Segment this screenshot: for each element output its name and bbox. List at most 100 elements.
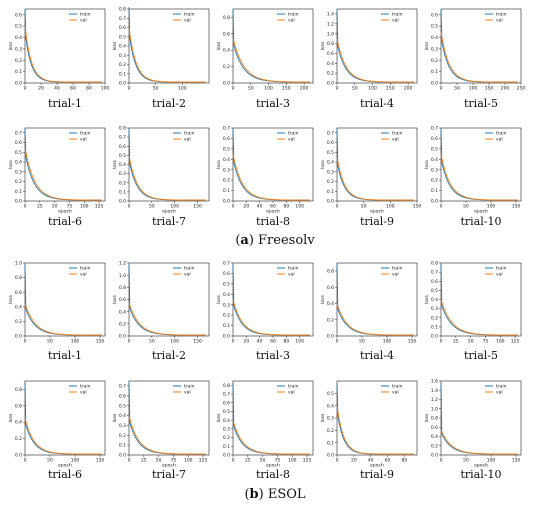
x-tick-label: 100 [184,458,193,464]
y-tick-label: 0.7 [431,270,438,276]
x-tick-label: 0 [128,204,131,210]
plot-frame [24,8,106,84]
x-tick-label: 50 [463,458,469,464]
legend-label-train: train [392,131,403,137]
y-tick-label: 0.1 [223,323,230,329]
x-tick-label: 100 [170,339,179,345]
x-tick-label: 80 [86,86,92,92]
plot-frame [128,380,210,456]
plot-frame [24,127,106,202]
x-axis-label: epoch [474,209,488,215]
x-tick-label: 80 [283,204,289,210]
caption-esol-text: ESOL [264,487,306,502]
y-tick-label: 0.7 [119,16,126,22]
x-tick-label: 0 [24,204,27,210]
legend-label-val: val [80,18,87,24]
subplot-freesolv-trial-5: 0.0 0.1 0.2 0.3 0.4 0.5 0.6 0 50 100 150 200 250 loss… [424,8,525,110]
y-tick-label: 1.4 [327,12,334,18]
x-tick-label: 0 [24,458,27,464]
y-tick-label: 0.0 [119,334,126,340]
x-tick-label: 75 [171,458,177,464]
y-axis-label: loss [112,295,118,304]
subplot-title: trial-7 [152,468,186,481]
train-loss-line [440,262,518,336]
y-tick-label: 0.4 [431,297,438,303]
y-axis-label: loss [8,295,14,304]
y-tick-label: 0.3 [223,302,230,308]
x-tick-label: 150 [386,86,395,92]
y-tick-label: 0.2 [119,62,126,68]
x-tick-label: 100 [170,204,179,210]
legend-label-val: val [80,137,87,143]
y-tick-label: 0.3 [119,171,126,177]
subplot-title: trial-2 [152,349,186,362]
y-tick-label: 0.3 [431,167,438,173]
y-tick-label: 1.0 [327,31,334,37]
y-tick-label: 0.4 [327,160,334,166]
y-tick-label: 1.4 [431,388,438,394]
y-tick-label: 0.2 [223,313,230,319]
plot-frame [336,127,418,202]
y-tick-label: 0.5 [223,409,230,415]
y-tick-label: 0.7 [327,130,334,136]
y-tick-label: 0.5 [119,153,126,159]
subplot-title: trial-2 [152,97,186,110]
x-tick-label: 100 [264,86,273,92]
x-tick-label: 125 [95,204,104,210]
y-tick-label: 0.4 [223,48,230,54]
train-loss-line [24,380,102,455]
y-tick-label: 0.5 [15,24,22,30]
val-loss-line [232,37,310,83]
y-tick-label: 0.0 [431,334,438,340]
train-loss-line [24,127,102,201]
legend-label-val: val [288,18,295,24]
y-tick-label: 0.0 [15,199,22,205]
y-tick-label: 0.7 [223,392,230,398]
y-tick-label: 0.6 [223,136,230,142]
y-tick-label: 0.8 [119,7,126,13]
subplot-freesolv-trial-8: 0.0 0.1 0.2 0.3 0.4 0.5 0.6 0.7 0 20 40 60 80 100 loss… [216,126,314,228]
subplot-esol-trial-6: 0.0 0.2 0.4 0.6 0.8 0 50 100 150 loss epoch trainva… [8,380,106,481]
x-axis-label: epoch [266,463,280,469]
y-tick-label: 0.2 [15,436,22,442]
train-loss-line [440,127,518,201]
legend-label-val: val [184,272,191,278]
legend-label-train: train [288,131,299,137]
train-loss-line [440,8,518,83]
y-tick-label: 0.2 [431,58,438,64]
y-tick-label: 0.4 [223,157,230,163]
legend-label-train: train [392,266,403,272]
y-tick-label: 0.8 [327,269,334,275]
y-tick-label: 0.0 [327,334,334,340]
x-tick-label: 80 [402,458,408,464]
y-tick-label: 0.5 [223,146,230,152]
y-tick-label: 0.0 [223,334,230,340]
y-axis-label: loss [112,41,118,50]
y-tick-label: 0.3 [223,426,230,432]
x-tick-label: 0 [24,86,27,92]
x-tick-label: 50 [47,458,53,464]
y-tick-label: 0.6 [119,25,126,31]
x-tick-label: 125 [511,339,520,345]
y-tick-label: 0.1 [119,189,126,195]
x-tick-label: 100 [101,86,110,92]
subplot-freesolv-trial-10: 0.0 0.1 0.2 0.3 0.4 0.5 0.6 0.7 0 50 100 150 loss epo… [424,126,522,228]
x-tick-label: 50 [52,204,58,210]
caption-freesolv-text: Freesolv [254,233,315,248]
y-tick-label: 1.2 [119,261,126,267]
x-tick-label: 125 [199,458,208,464]
y-tick-label: 0.1 [431,69,438,75]
y-tick-label: 1.0 [119,273,126,279]
legend-label-val: val [392,390,399,396]
y-tick-label: 0.7 [223,126,230,132]
subplot-freesolv-trial-6: 0.0 0.1 0.2 0.3 0.4 0.5 0.6 0.7 0 25 50 75 100 125 los… [8,127,106,228]
x-axis-label: epoch [58,209,72,215]
caption-freesolv: (a) Freesolv [235,233,315,248]
plot-frame [232,380,314,456]
y-tick-label: 0.3 [431,46,438,52]
y-tick-label: 0.1 [119,443,126,449]
caption-esol-letter: b [250,487,259,502]
x-tick-label: 0 [440,458,443,464]
x-axis-label: epoch [370,463,384,469]
